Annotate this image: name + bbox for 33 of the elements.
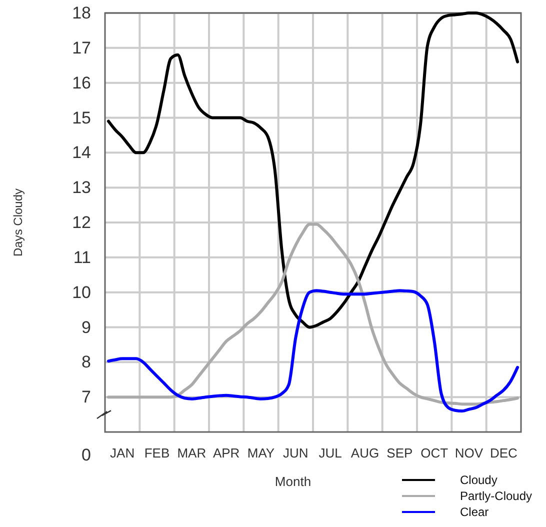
y-tick-label: 9 (82, 318, 91, 337)
y-tick-label: 8 (82, 352, 91, 372)
x-tick-label: FEB (144, 446, 170, 460)
legend-label: Partly-Cloudy (460, 489, 532, 503)
y-tick-label: 7 (82, 388, 91, 407)
y-tick-label: 10 (72, 282, 91, 302)
y-tick-label: 16 (72, 73, 91, 92)
y-tick-label: 11 (73, 248, 91, 267)
x-tick-label: SEP (386, 446, 413, 460)
x-tick-label: MAY (247, 446, 275, 460)
x-tick-label: DEC (490, 446, 518, 460)
x-axis-title: Month (274, 474, 312, 489)
text: 0 (82, 446, 91, 464)
x-tick-label: AUG (350, 446, 380, 460)
line-series (106, 222, 520, 406)
y-tick-label: 15 (72, 108, 91, 128)
x-tick-label: MAR (177, 446, 206, 460)
line-series (106, 12, 520, 329)
y-tick-label: 14 (72, 143, 91, 162)
y-tick-label: 12 (72, 213, 91, 232)
x-tick-label: JUN (283, 446, 308, 460)
legend-label: Cloudy (460, 473, 498, 487)
x-tick-label: JUL (318, 446, 342, 460)
x-tick-label: JAN (110, 446, 135, 460)
x-tick-label: APR (212, 446, 240, 460)
y-tick-label: 17 (72, 38, 91, 58)
x-tick-label: OCT (420, 446, 448, 460)
y-axis-title: Days Cloudy (11, 188, 25, 257)
y-tick-label: 18 (72, 4, 91, 22)
y-tick-label: 13 (72, 178, 91, 198)
x-tick-label: NOV (454, 446, 484, 460)
legend-label: Clear (460, 505, 489, 519)
line-series (106, 289, 520, 413)
